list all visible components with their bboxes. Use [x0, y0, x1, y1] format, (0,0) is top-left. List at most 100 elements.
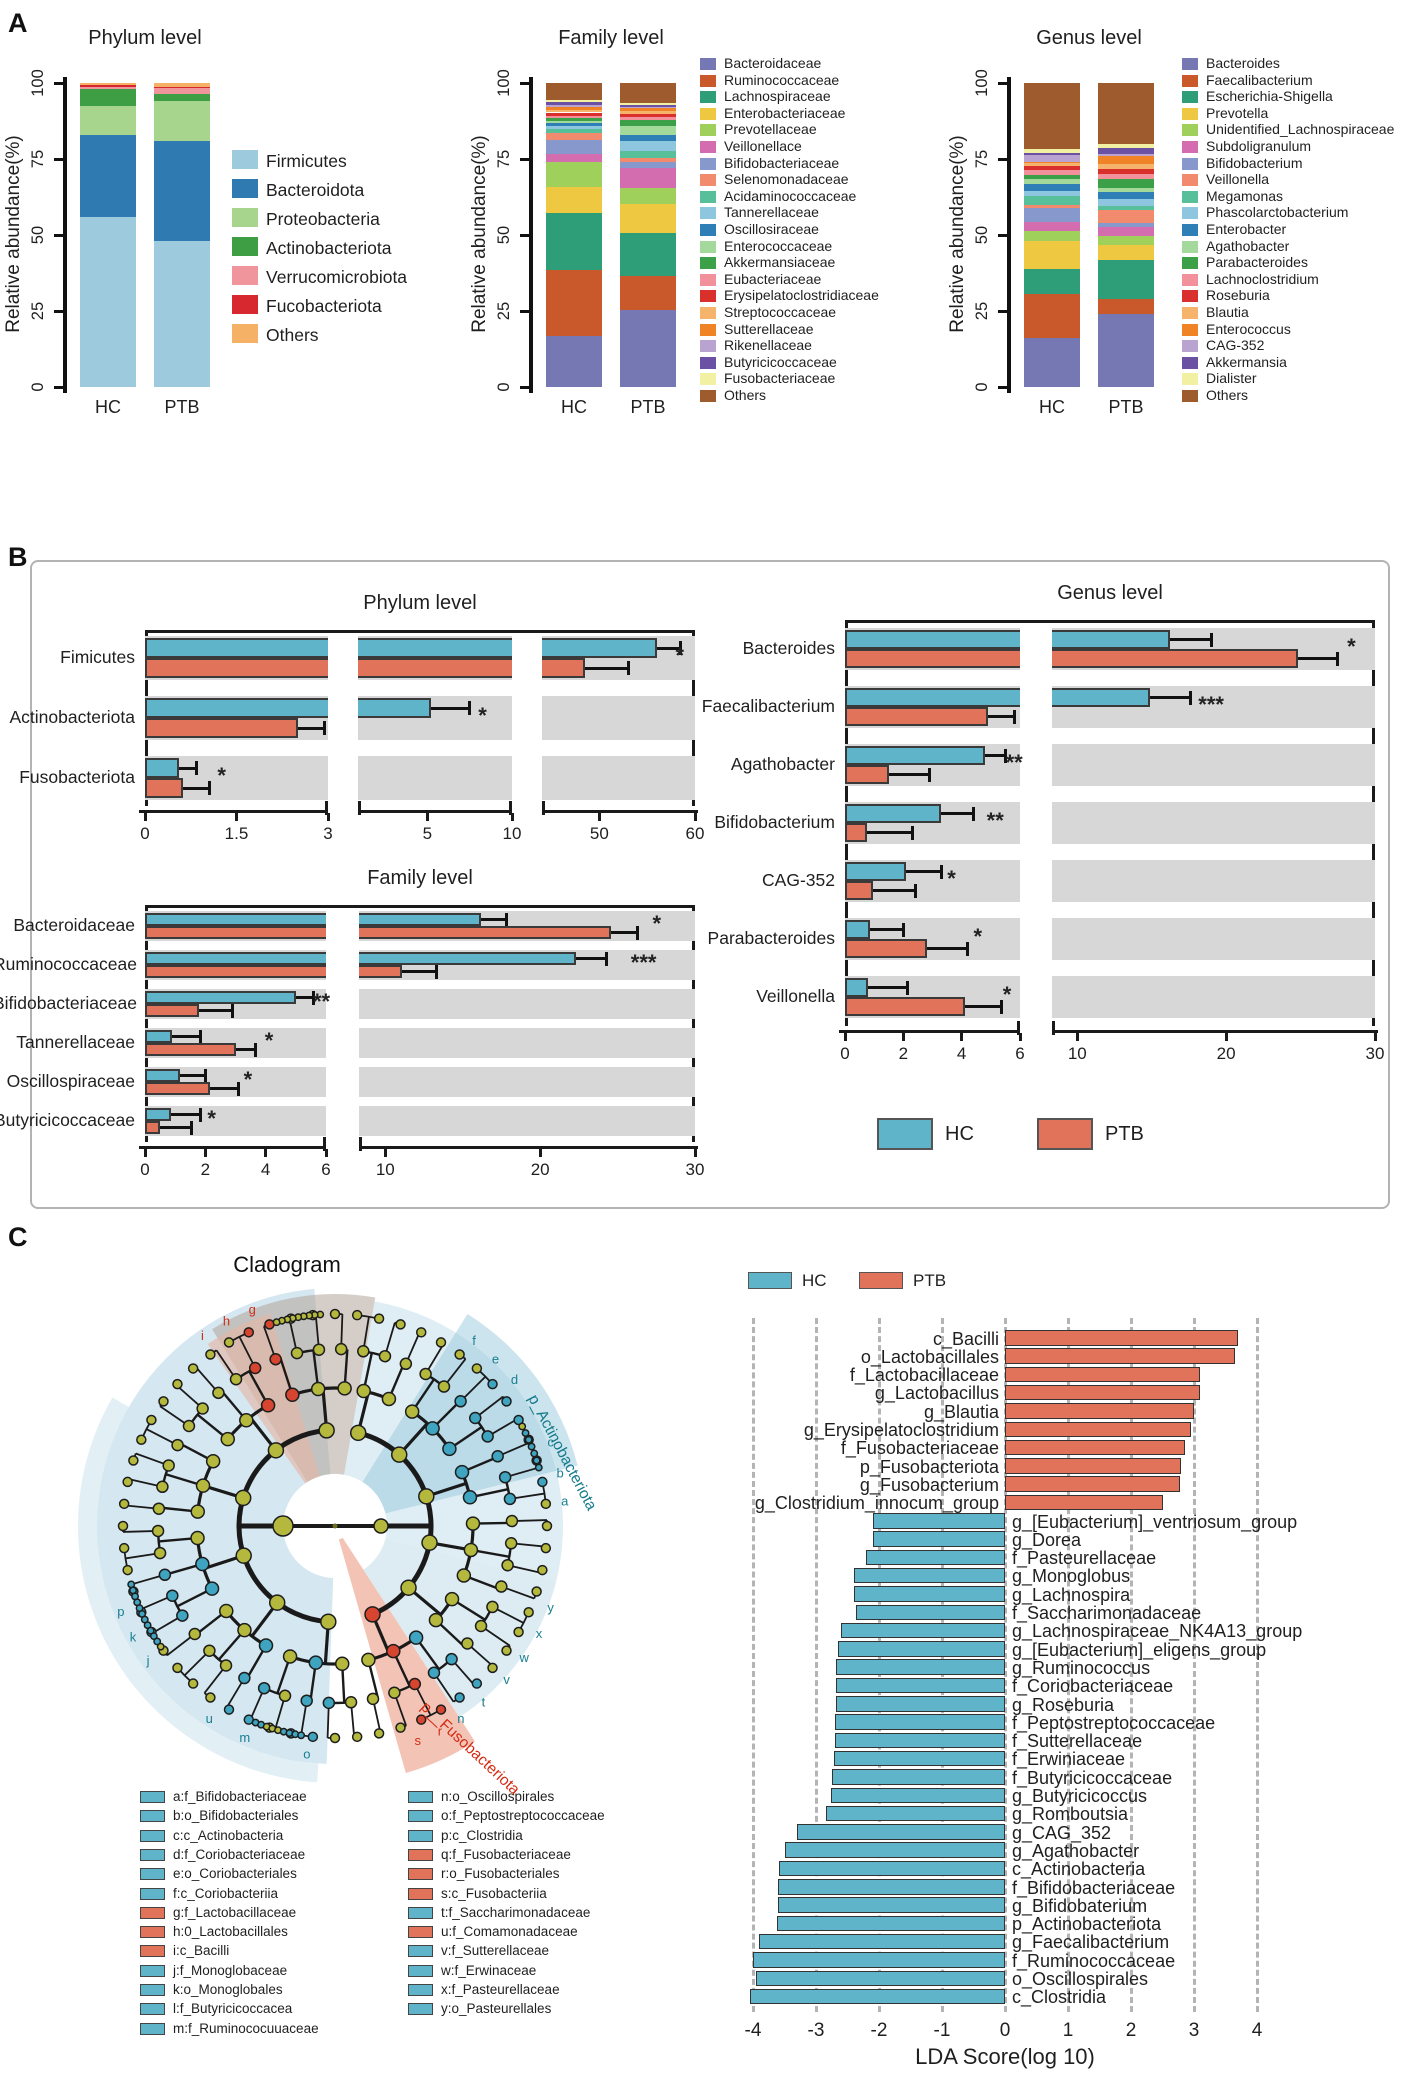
stack-segment-Bacteroidota	[154, 140, 210, 242]
clade-node	[223, 1337, 235, 1348]
y-axis-title: Relative abundance(%)	[469, 135, 490, 333]
significance-marker: *	[207, 1106, 216, 1131]
clade-node	[219, 1603, 234, 1619]
legend-label: t:f_Saccharimonadaceae	[441, 1904, 591, 1920]
lda-bar	[833, 1750, 1005, 1767]
lda-bar-label: f_Peptostreptococcaceae	[1012, 1712, 1216, 1733]
stack-segment-Akkermansia	[1024, 152, 1080, 156]
stack-segment-Actinobacteriota	[80, 89, 136, 106]
lda-bar	[866, 1549, 1005, 1566]
stack-segment-Lachnoclostridium	[1098, 173, 1154, 179]
clade-letter: c	[547, 1435, 554, 1450]
plot-box	[145, 905, 695, 1142]
stack-segment-Eubacteriaceae	[620, 117, 676, 120]
clade-node	[388, 1686, 401, 1699]
legend-swatch	[1182, 157, 1198, 170]
clade-node	[229, 1373, 243, 1386]
clade-node	[428, 1612, 444, 1628]
clade-node	[444, 1591, 460, 1607]
row-label: Bacteroides	[742, 638, 835, 658]
lda-bar	[853, 1586, 1005, 1602]
legend-label: Megamonas	[1206, 187, 1284, 204]
legend-label: j:f_Monoglobaceae	[173, 1962, 288, 1978]
stack-segment-Lachnospiraceae	[546, 213, 602, 271]
hc-bar	[145, 758, 179, 778]
clade-node	[320, 1613, 337, 1631]
x-tick-label: 4	[956, 1044, 967, 1063]
clade-node	[248, 1361, 262, 1375]
legend-label: y:o_Pasteurellales	[441, 2001, 552, 2017]
clade-node	[235, 1547, 252, 1564]
stack-segment-Veillonella	[1024, 205, 1080, 208]
error-bar-line	[868, 986, 908, 989]
row-label: Fimicutes	[60, 647, 135, 667]
x-tick-label: 3	[1188, 2020, 1200, 2041]
lda-bar-label: g_Butyricicoccus	[1012, 1786, 1148, 1806]
row-band	[359, 989, 695, 1019]
y-tick-label: 75	[495, 149, 513, 169]
lda-bar	[779, 1860, 1005, 1877]
error-bar-line	[209, 1087, 239, 1090]
legend-swatch	[1182, 58, 1198, 70]
ptb-bar	[845, 823, 867, 842]
stack-segment-Others	[546, 83, 602, 100]
hc-bar	[145, 638, 328, 658]
clade-node	[471, 1363, 483, 1374]
hc-bar	[845, 920, 870, 939]
legend-item: c:c_Actinobacteria	[140, 1828, 400, 1843]
error-bar-cap	[468, 701, 472, 715]
clade-letter: m	[239, 1730, 250, 1745]
stack-segment-Acidaminococcaceae	[546, 128, 602, 133]
lda-bar	[836, 1696, 1005, 1712]
x-axis-tick	[538, 1149, 542, 1157]
hc-bar	[145, 1108, 171, 1121]
x-tick-label: 20	[1216, 1044, 1236, 1063]
x-axis-line	[139, 810, 328, 813]
error-bar-cap	[901, 922, 905, 937]
x-tick-label: 10	[502, 824, 522, 843]
ptb-bar	[542, 658, 586, 678]
clade-letter: v	[503, 1672, 510, 1687]
clade-node	[481, 1430, 494, 1443]
clade-node	[334, 1656, 350, 1672]
legend-item: p:c_Clostridia	[408, 1828, 668, 1843]
error-bar-line	[481, 918, 507, 921]
panel-c-label: C	[8, 1222, 28, 1252]
clade-node	[337, 1381, 352, 1396]
y-axis-line	[63, 77, 67, 393]
stack-segment-Enterobacteriaceae	[546, 186, 602, 214]
error-bar-line	[199, 1009, 233, 1012]
panel-b-label: B	[8, 542, 28, 572]
stack-segment-Enterobacter	[1098, 192, 1154, 199]
stack-segment-Prevotellaceae	[620, 187, 676, 204]
ptb-bar	[145, 965, 326, 978]
clade-node	[513, 1414, 524, 1426]
significance-marker: **	[312, 989, 331, 1014]
stack-segment-Megamonas	[1024, 196, 1080, 206]
row-label: Oscillospiraceae	[6, 1071, 135, 1091]
clade-letter: f	[472, 1333, 476, 1348]
legend-label: r:o_Fusobacteriales	[441, 1866, 560, 1882]
clade-arc	[236, 1427, 329, 1625]
legend-item: Sutterellaceae	[700, 321, 936, 337]
lda-bar-label: g_Dorea	[1012, 1529, 1082, 1550]
legend-swatch	[140, 1964, 165, 1977]
legend-item: n:o_Oscillospirales	[408, 1789, 668, 1804]
error-bar-line	[888, 773, 930, 776]
clade-node	[373, 1728, 385, 1739]
y-tick-label: 100	[29, 69, 47, 97]
legend-swatch	[140, 2022, 165, 2035]
lda-bar-label: g_Lachnospiraceae_NK4A13_group	[1012, 1621, 1303, 1642]
x-axis-tick	[203, 1149, 207, 1157]
legend-swatch	[1182, 356, 1198, 369]
lda-bar-label: g_Lachnospira	[1012, 1584, 1131, 1605]
lda-bar-label: g_Bifidobaterium	[1012, 1895, 1148, 1916]
lda-bar-label: g_CAG_352	[1012, 1822, 1112, 1843]
lda-bar	[749, 1988, 1005, 2005]
clade-node	[495, 1580, 508, 1593]
legend-swatch	[140, 1791, 165, 1803]
x-axis-line	[839, 1030, 1020, 1033]
legend-item: Prevotella	[1182, 105, 1418, 121]
stack-segment-Agathobacter	[1098, 187, 1154, 193]
lda-bar	[1005, 1366, 1201, 1383]
